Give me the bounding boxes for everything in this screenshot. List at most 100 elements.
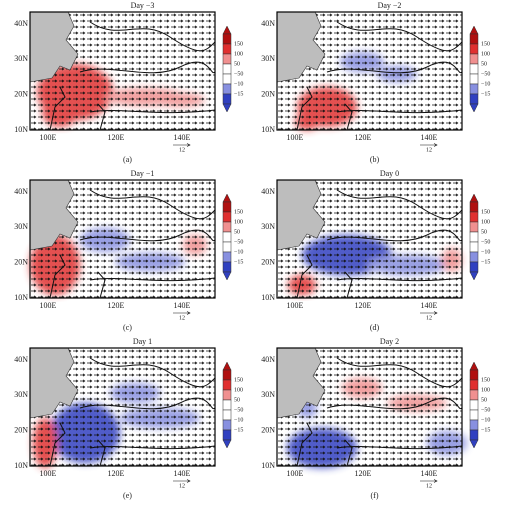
colorbar-label: 150 — [481, 41, 490, 47]
colorbar-label: 100 — [481, 387, 490, 393]
colorbar-top — [469, 361, 479, 371]
lon-label: 120E — [355, 469, 372, 478]
colorbar-segment — [469, 241, 479, 253]
colorbar-segment — [222, 409, 232, 421]
panel-letter: (e) — [123, 491, 132, 500]
contour — [89, 21, 216, 52]
panel-title: Day −2 — [378, 1, 402, 10]
colorbar-segment — [469, 83, 479, 95]
contour — [326, 397, 463, 410]
colorbar-segment — [469, 201, 479, 213]
lat-label: 30N — [261, 54, 275, 63]
contour — [79, 61, 216, 74]
panel-title: Day −3 — [131, 1, 155, 10]
lon-label: 120E — [355, 133, 372, 142]
lat-label: 20N — [261, 257, 275, 266]
colorbar-bottom — [469, 103, 479, 113]
lon-label: 100E — [40, 469, 57, 478]
colorbar-top — [469, 25, 479, 35]
land — [276, 179, 326, 251]
colorbar-segment — [222, 419, 232, 431]
colorbar-top — [469, 193, 479, 203]
reference-arrow — [420, 143, 438, 147]
lat-label: 30N — [261, 222, 275, 231]
colorbar-segment — [222, 399, 232, 411]
lat-label: 30N — [14, 222, 28, 231]
colorbar-label: 150 — [234, 377, 243, 383]
reference-label: 12 — [426, 315, 432, 321]
colorbar-segment — [469, 93, 479, 105]
colorbar-segment — [222, 53, 232, 65]
contour — [89, 445, 216, 450]
colorbar-label: 100 — [481, 51, 490, 57]
lat-label: 10N — [261, 293, 275, 302]
lat-label: 20N — [14, 89, 28, 98]
lat-label: 10N — [261, 461, 275, 470]
lat-label: 30N — [14, 390, 28, 399]
colorbar-segment — [222, 201, 232, 213]
lon-label: 100E — [287, 301, 304, 310]
colorbar-segment — [469, 399, 479, 411]
colorbar-label: −50 — [481, 71, 490, 77]
reference-label: 12 — [426, 483, 432, 489]
contour — [89, 277, 216, 282]
contour — [336, 189, 463, 220]
colorbar-label: 50 — [481, 61, 487, 67]
map-frame — [276, 11, 463, 131]
coastline — [49, 422, 106, 467]
map-panel: Day −2 40N 30N 20N 10N 100E 120E 140E 12 (b) 150 10… — [261, 1, 490, 164]
panel-letter: (c) — [123, 323, 132, 332]
colorbar-label: 50 — [234, 229, 240, 235]
lon-label: 140E — [174, 301, 191, 310]
colorbar-segment — [222, 369, 232, 381]
colorbar-label: −10 — [481, 81, 490, 87]
colorbar-segment — [469, 369, 479, 381]
colorbar-segment — [469, 261, 479, 273]
colorbar-top — [222, 361, 232, 371]
colorbar-label: 50 — [481, 229, 487, 235]
colorbar-segment — [222, 33, 232, 45]
colorbar-segment — [222, 73, 232, 85]
land — [29, 347, 79, 419]
lon-label: 100E — [40, 133, 57, 142]
colorbar-segment — [222, 211, 232, 223]
contour — [326, 229, 463, 242]
map-frame — [29, 179, 216, 299]
reference-arrow — [173, 479, 191, 483]
contour — [89, 189, 216, 220]
reference-label: 12 — [179, 483, 185, 489]
lat-label: 40N — [14, 355, 28, 364]
reference-arrow — [420, 479, 438, 483]
colorbar-segment — [469, 379, 479, 391]
colorbar-segment — [469, 73, 479, 85]
colorbar-label: −50 — [481, 407, 490, 413]
coastline — [296, 422, 353, 467]
colorbar-segment — [469, 33, 479, 45]
lon-label: 120E — [108, 133, 125, 142]
contour — [336, 445, 463, 450]
lon-label: 140E — [174, 469, 191, 478]
lat-label: 20N — [261, 425, 275, 434]
colorbar-label: 100 — [481, 219, 490, 225]
colorbar-label: −10 — [234, 81, 243, 87]
lon-label: 120E — [108, 301, 125, 310]
land — [276, 11, 326, 83]
map-panel: Day 0 40N 30N 20N 10N 100E 120E 140E 12 (d) 150 100… — [261, 169, 490, 332]
reference-label: 12 — [426, 147, 432, 153]
map-panel: Day 1 40N 30N 20N 10N 100E 120E 140E 12 (e) 150 100… — [14, 337, 243, 500]
contour — [89, 109, 216, 114]
lat-label: 20N — [14, 257, 28, 266]
lon-label: 100E — [287, 469, 304, 478]
lat-label: 40N — [14, 187, 28, 196]
colorbar-label: −50 — [234, 239, 243, 245]
lat-label: 40N — [261, 187, 275, 196]
colorbar-segment — [469, 389, 479, 401]
map-panel: Day −3 40N 30N 20N 10N 100E 120E 140E 12 (a) 150 10… — [14, 1, 243, 164]
contour — [336, 109, 463, 114]
colorbar-segment — [469, 429, 479, 441]
panel-title: Day 0 — [380, 169, 399, 178]
lat-label: 30N — [14, 54, 28, 63]
map-panel: Day 2 40N 30N 20N 10N 100E 120E 140E 12 (f) 150 100… — [261, 337, 490, 500]
colorbar-bottom — [222, 439, 232, 449]
colorbar-label: 50 — [234, 397, 240, 403]
